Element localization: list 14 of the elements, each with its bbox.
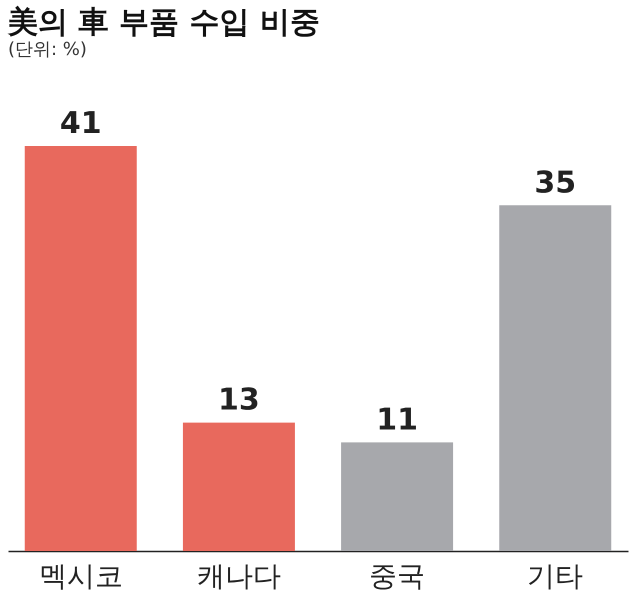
bar — [499, 205, 612, 551]
data-label: 35 — [534, 165, 576, 200]
x-tick-label: 중국 — [369, 560, 426, 592]
bar — [182, 422, 295, 551]
data-label: 41 — [60, 106, 102, 141]
data-label: 13 — [218, 382, 260, 418]
chart-subtitle: (단위: %) — [8, 39, 87, 60]
x-tick-label: 캐나다 — [196, 560, 281, 592]
x-tick-label: 기타 — [527, 560, 584, 592]
chart-title: 美의 車 부품 수입 비중 — [7, 5, 320, 40]
bar — [24, 146, 137, 551]
data-label: 11 — [376, 402, 418, 438]
x-tick-label: 멕시코 — [38, 560, 123, 592]
bar — [341, 442, 454, 551]
